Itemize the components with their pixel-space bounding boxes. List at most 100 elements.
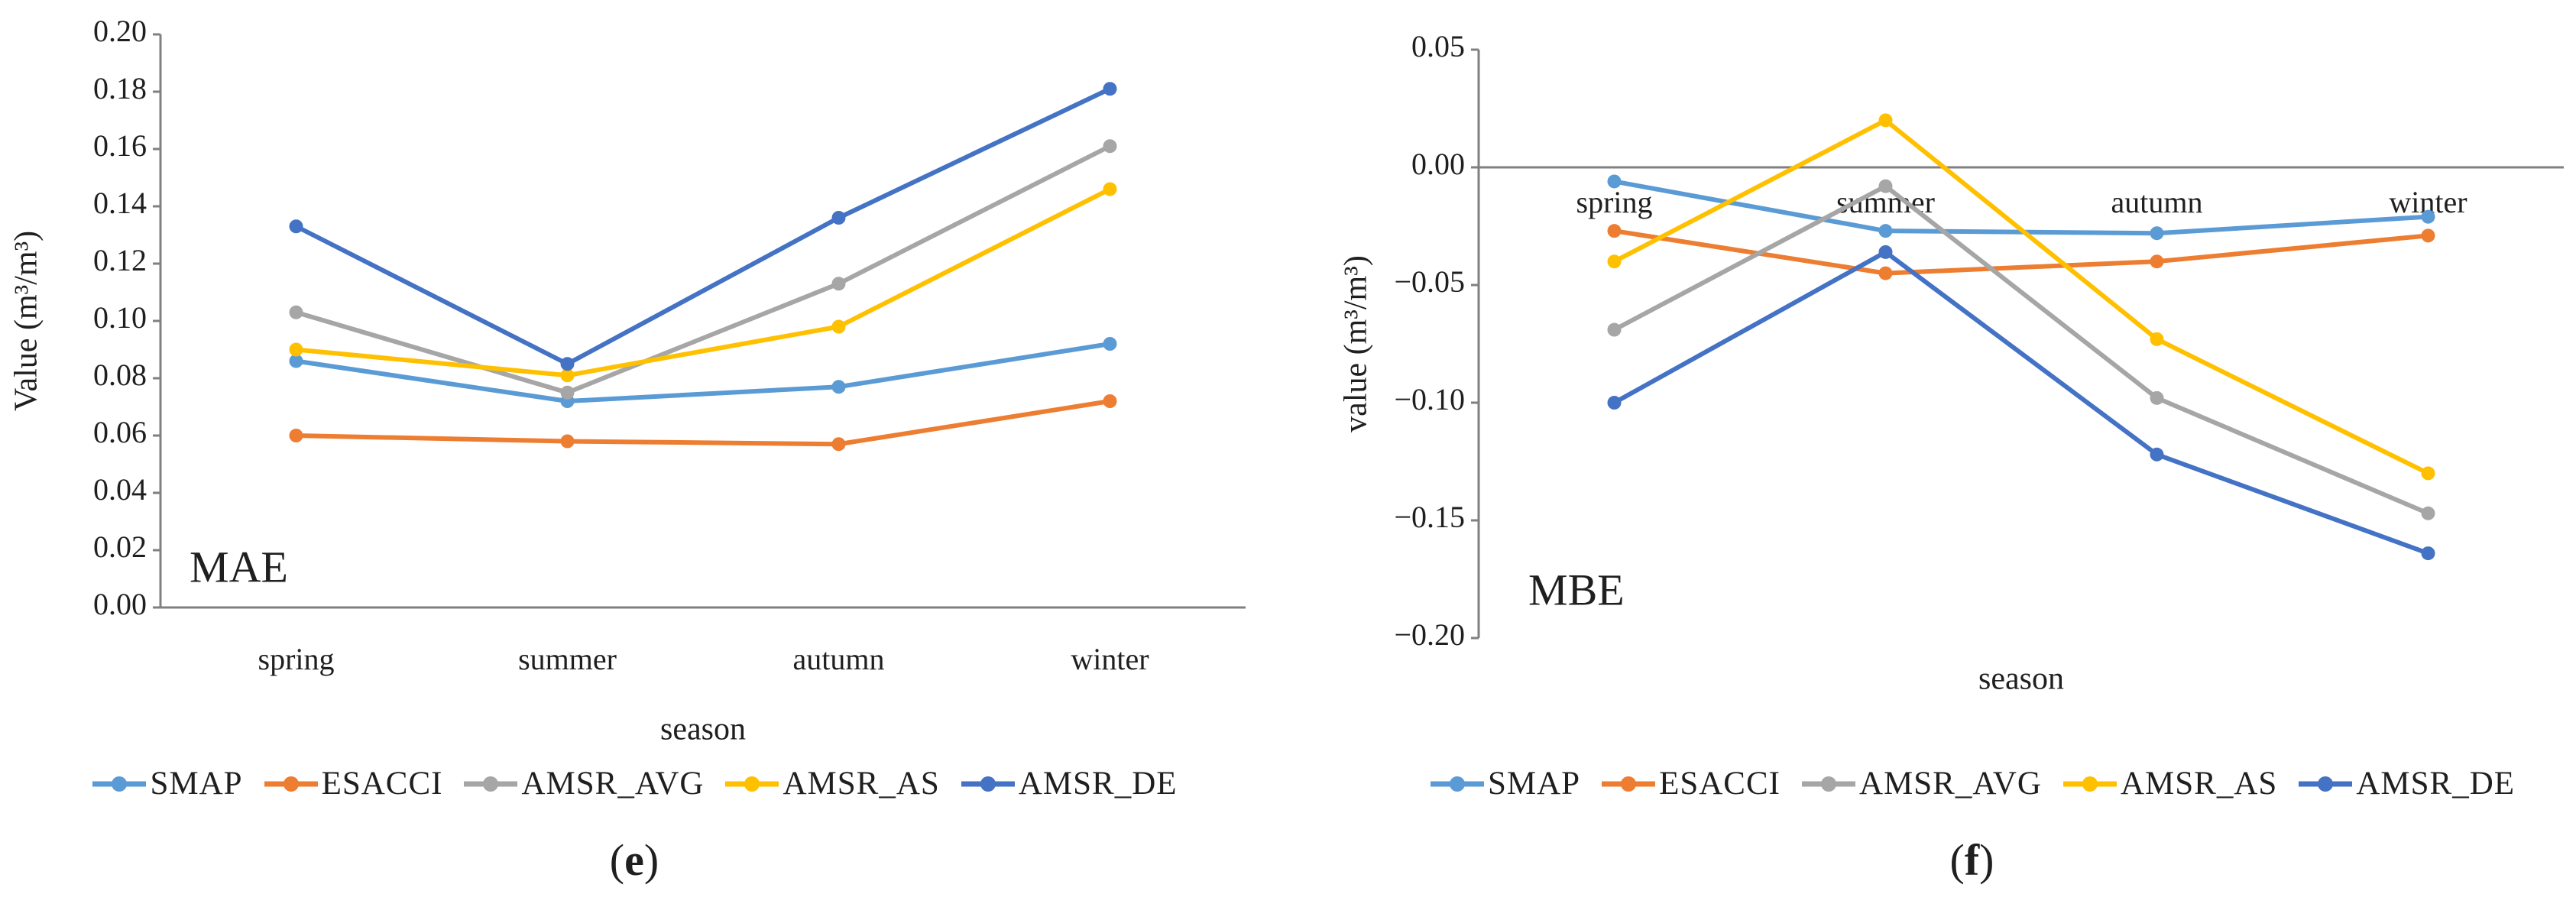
legend-label: AMSR_AS bbox=[2120, 766, 2278, 802]
data-point-AMSR_AVG-spring bbox=[1607, 322, 1622, 337]
legend-item: AMSR_AVG bbox=[1800, 765, 2042, 802]
data-point-AMSR_AS-winter bbox=[2421, 466, 2435, 481]
x-axis-title: season bbox=[660, 712, 746, 747]
chart-panel-mbe: −0.20 −0.15 −0.10 −0.05 0.00 0.05 spring summer… bbox=[1299, 0, 2576, 886]
data-point-AMSR_DE-autumn bbox=[831, 211, 846, 225]
series-line-AMSR_AVG bbox=[293, 144, 1113, 395]
data-point-AMSR_DE-winter bbox=[2421, 546, 2435, 561]
y-axis-title: value (m³/m³) bbox=[1339, 255, 1374, 432]
paren-close: ) bbox=[1979, 835, 1994, 885]
data-point-AMSR_DE-autumn bbox=[2150, 447, 2164, 462]
y-axis-title: Value (m³/m³) bbox=[9, 231, 44, 411]
legend-label: AMSR_DE bbox=[1018, 766, 1178, 802]
legend-label: ESACCI bbox=[321, 766, 443, 802]
data-point-AMSR_AVG-summer bbox=[560, 385, 575, 400]
legend-item: AMSR_DE bbox=[960, 765, 1178, 802]
data-point-AMSR_AS-autumn bbox=[831, 319, 846, 334]
legend-item: AMSR_AS bbox=[724, 765, 939, 802]
data-point-SMAP-winter bbox=[1103, 337, 1117, 351]
legend-label: AMSR_AVG bbox=[1858, 766, 2042, 802]
data-point-AMSR_DE-spring bbox=[289, 219, 303, 234]
paren-open: ( bbox=[1949, 835, 1965, 885]
y-tick-label: 0.20 bbox=[93, 14, 147, 48]
data-point-ESACCI-winter bbox=[1103, 394, 1117, 408]
data-point-AMSR_AS-winter bbox=[1103, 182, 1117, 196]
line-marker-icon-SMAP bbox=[92, 776, 147, 792]
data-point-AMSR_DE-summer bbox=[560, 357, 575, 371]
line-marker-icon-AMSR_AVG bbox=[1801, 776, 1855, 792]
data-point-AMSR_AS-spring bbox=[289, 342, 303, 357]
data-point-AMSR_DE-summer bbox=[1878, 245, 1893, 259]
legend-item: AMSR_AS bbox=[2062, 765, 2277, 802]
legend-item: SMAP bbox=[1429, 765, 1580, 802]
x-category-label-spring: spring bbox=[258, 642, 335, 676]
y-tick-label: −0.15 bbox=[1394, 500, 1465, 534]
data-point-ESACCI-summer bbox=[560, 434, 575, 449]
data-point-AMSR_AVG-autumn bbox=[2150, 390, 2164, 405]
y-tick-label: 0.00 bbox=[1411, 147, 1465, 181]
chart-inner-label: MBE bbox=[1528, 565, 1625, 614]
paren-close: ) bbox=[643, 835, 659, 885]
y-tick-label: 0.04 bbox=[93, 472, 147, 507]
data-point-SMAP-autumn bbox=[2150, 226, 2164, 241]
series-line-AMSR_DE bbox=[293, 86, 1113, 367]
line-marker-icon-AMSR_AVG bbox=[464, 776, 518, 792]
data-point-SMAP-spring bbox=[1607, 174, 1622, 189]
paren-open: ( bbox=[609, 835, 625, 885]
y-tick-label: 0.08 bbox=[93, 358, 147, 392]
y-tick-label: −0.20 bbox=[1394, 617, 1465, 652]
line-marker-icon-AMSR_DE bbox=[2299, 776, 2353, 792]
legend-item: AMSR_DE bbox=[2297, 765, 2515, 802]
chart-panel-mae: 0.00 0.02 0.04 0.06 0.08 0.10 0.12 0.14 0.16 0.18… bbox=[0, 0, 1299, 886]
data-point-ESACCI-winter bbox=[2421, 228, 2435, 243]
y-tick-label: 0.00 bbox=[93, 587, 147, 621]
data-point-AMSR_AVG-summer bbox=[1878, 179, 1893, 193]
x-category-label-summer: summer bbox=[518, 642, 617, 676]
data-point-AMSR_AS-spring bbox=[1607, 254, 1622, 269]
legend-label: AMSR_DE bbox=[2356, 766, 2516, 802]
series-line-ESACCI bbox=[293, 399, 1113, 447]
legend-label: AMSR_AVG bbox=[521, 766, 705, 802]
series-line-ESACCI bbox=[1612, 228, 2431, 276]
y-tick-label: 0.06 bbox=[93, 415, 147, 449]
data-point-AMSR_AVG-spring bbox=[289, 305, 303, 319]
line-marker-icon-ESACCI bbox=[264, 776, 318, 792]
legend-item: ESACCI bbox=[1600, 765, 1781, 802]
y-tick-label: 0.16 bbox=[93, 128, 147, 163]
x-category-label-spring: spring bbox=[1576, 185, 1653, 219]
x-axis-title: season bbox=[1978, 662, 2064, 697]
line-marker-icon-SMAP bbox=[1430, 776, 1484, 792]
y-tick-label: 0.02 bbox=[93, 530, 147, 564]
line-marker-icon-AMSR_AS bbox=[2062, 776, 2117, 792]
series-line-AMSR_DE bbox=[1612, 249, 2431, 556]
legend-mbe: SMAP ESACCI AMSR_AVG AMSR_AS AMSR_DE bbox=[1429, 765, 2515, 802]
panel-letter: e bbox=[624, 835, 644, 885]
data-point-ESACCI-spring bbox=[1607, 224, 1622, 238]
y-tick-label: 0.05 bbox=[1411, 29, 1465, 63]
data-point-AMSR_AS-summer bbox=[1878, 113, 1893, 128]
y-tick-label: 0.18 bbox=[93, 71, 147, 105]
series-line-SMAP bbox=[293, 342, 1113, 403]
y-tick-label: 0.12 bbox=[93, 243, 147, 277]
chart-inner-label: MAE bbox=[190, 542, 288, 591]
line-marker-icon-AMSR_DE bbox=[961, 776, 1015, 792]
y-tick-label: 0.14 bbox=[93, 186, 147, 220]
legend-mae: SMAP ESACCI AMSR_AVG AMSR_AS AMSR_DE bbox=[91, 765, 1177, 802]
data-point-AMSR_DE-winter bbox=[1103, 82, 1117, 96]
data-point-AMSR_AS-autumn bbox=[2150, 332, 2164, 346]
data-point-ESACCI-autumn bbox=[2150, 254, 2164, 269]
panel-label-f: (f) bbox=[1950, 834, 1994, 886]
legend-item: ESACCI bbox=[263, 765, 443, 802]
legend-label: SMAP bbox=[1487, 766, 1581, 802]
data-point-AMSR_DE-spring bbox=[1607, 396, 1622, 410]
legend-item: AMSR_AVG bbox=[462, 765, 704, 802]
legend-label: ESACCI bbox=[1659, 766, 1781, 802]
y-tick-label: 0.10 bbox=[93, 300, 147, 335]
data-point-SMAP-spring bbox=[289, 354, 303, 368]
data-point-AMSR_AS-summer bbox=[560, 368, 575, 383]
data-point-AMSR_AVG-autumn bbox=[831, 277, 846, 291]
panel-letter: f bbox=[1964, 835, 1980, 885]
series-line-AMSR_AS bbox=[1612, 118, 2431, 476]
